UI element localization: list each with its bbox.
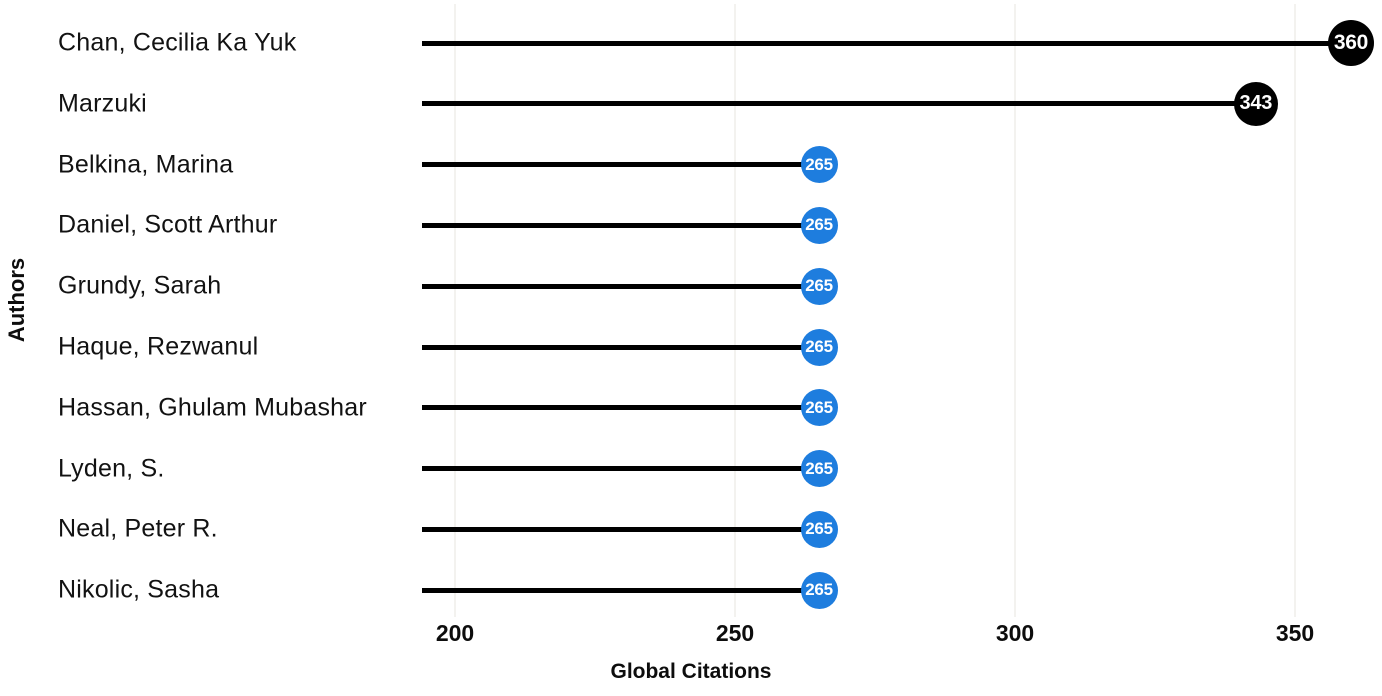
lollipop-stem	[422, 344, 819, 350]
marker-value-label: 265	[805, 154, 833, 174]
lollipop-stem	[422, 162, 819, 168]
author-label: Chan, Cecilia Ka Yuk	[58, 28, 297, 57]
author-label: Neal, Peter R.	[58, 514, 218, 543]
lollipop-marker: 265	[800, 510, 838, 548]
author-label: Haque, Rezwanul	[58, 332, 259, 361]
gridline-200	[454, 4, 456, 617]
lollipop-stem	[422, 526, 819, 532]
x-tick-label-300: 300	[995, 620, 1035, 646]
lollipop-marker: 343	[1233, 81, 1278, 126]
author-label: Nikolic, Sasha	[58, 575, 220, 604]
lollipop-stem	[422, 283, 819, 289]
x-axis-title: Global Citations	[610, 660, 772, 683]
author-label: Marzuki	[58, 89, 147, 118]
gridline-300	[1014, 4, 1016, 617]
marker-value-label: 265	[805, 276, 833, 296]
lollipop-marker: 265	[800, 146, 838, 184]
x-tick-label-350: 350	[1275, 620, 1315, 646]
lollipop-marker: 265	[800, 571, 838, 609]
author-label: Hassan, Ghulam Mubashar	[58, 393, 367, 422]
x-tick-label-250: 250	[715, 620, 755, 646]
lollipop-marker: 265	[800, 450, 838, 488]
x-tick-label-200: 200	[435, 620, 475, 646]
gridline-250	[734, 4, 736, 617]
marker-value-label: 265	[805, 397, 833, 417]
author-label: Lyden, S.	[58, 454, 165, 483]
lollipop-stem	[422, 405, 819, 411]
y-axis-title: Authors	[4, 257, 29, 343]
lollipop-stem	[422, 40, 1351, 46]
marker-value-label: 343	[1239, 92, 1273, 115]
lollipop-marker: 265	[800, 389, 838, 427]
lollipop-marker: 265	[800, 267, 838, 305]
lollipop-marker: 360	[1328, 20, 1374, 66]
marker-value-label: 265	[805, 458, 833, 478]
author-label: Belkina, Marina	[58, 150, 234, 179]
author-label: Grundy, Sarah	[58, 271, 222, 300]
lollipop-stem	[422, 222, 819, 228]
lollipop-stem	[422, 587, 819, 593]
marker-value-label: 265	[805, 580, 833, 600]
gridline-350	[1294, 4, 1296, 617]
author-label: Daniel, Scott Arthur	[58, 210, 278, 239]
marker-value-label: 265	[805, 519, 833, 539]
lollipop-marker: 265	[800, 206, 838, 244]
lollipop-stem	[422, 101, 1256, 107]
lollipop-marker: 265	[800, 328, 838, 366]
marker-value-label: 360	[1333, 31, 1369, 54]
marker-value-label: 265	[805, 215, 833, 235]
lollipop-stem	[422, 466, 819, 472]
marker-value-label: 265	[805, 337, 833, 356]
